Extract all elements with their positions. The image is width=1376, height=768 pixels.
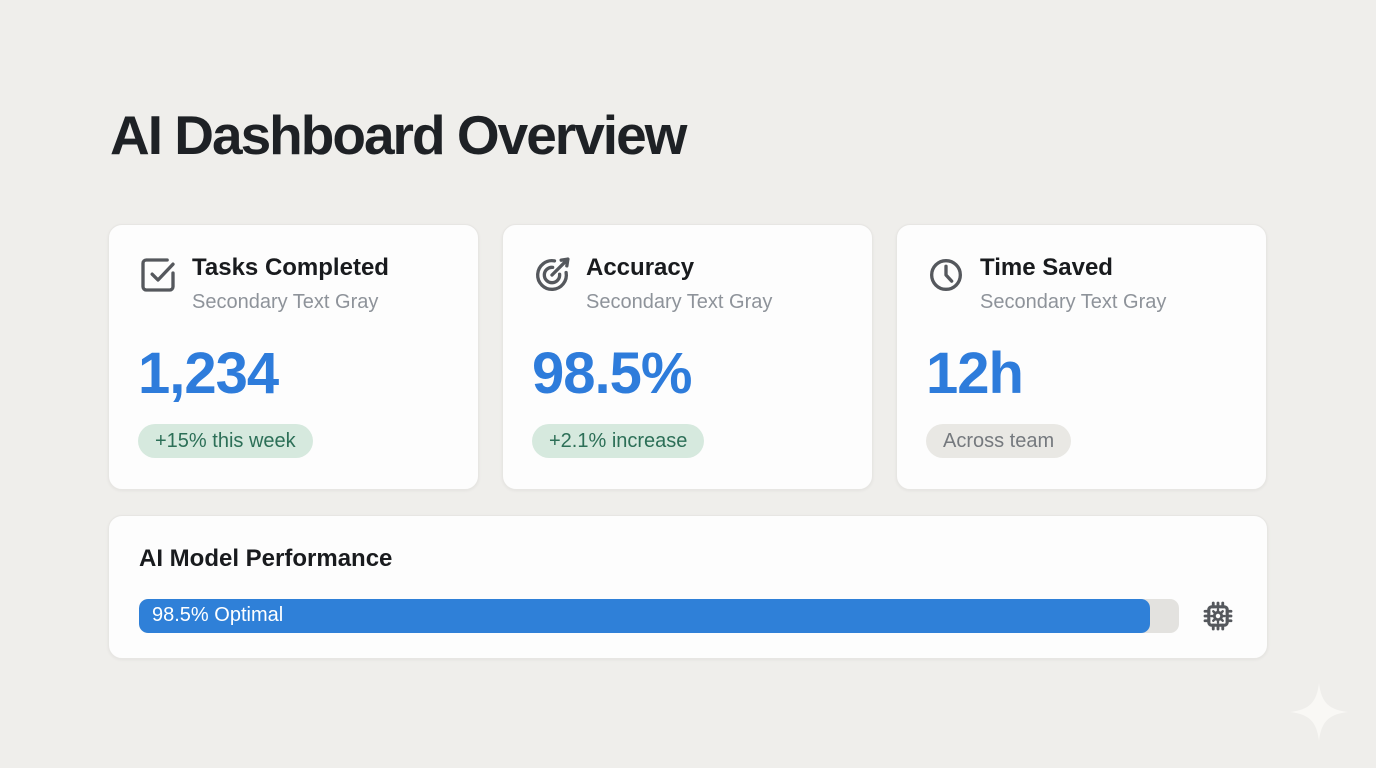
progress-label: 98.5% Optimal xyxy=(152,604,284,627)
stat-value: 98.5% xyxy=(532,340,692,406)
stat-badge: +2.1% increase xyxy=(532,423,705,458)
check-square-icon xyxy=(138,255,178,295)
card-title: Accuracy xyxy=(586,254,695,281)
card-title: Tasks Completed xyxy=(192,254,389,281)
card-subtitle: Secondary Text Gray xyxy=(192,290,379,313)
panel-title: AI Model Performance xyxy=(139,545,393,572)
card-header-text: Tasks Completed Secondary Text Gray xyxy=(192,254,389,314)
stat-card-time-saved: Time Saved Secondary Text Gray 12h Acros… xyxy=(896,224,1267,490)
model-performance-panel: AI Model Performance 98.5% Optimal xyxy=(108,515,1268,659)
card-subtitle: Secondary Text Gray xyxy=(980,290,1167,313)
card-header-text: Accuracy Secondary Text Gray xyxy=(586,254,772,314)
performance-progress-bar: 98.5% Optimal xyxy=(139,598,1179,633)
card-subtitle: Secondary Text Gray xyxy=(586,290,773,313)
stat-cards-row: Tasks Completed Secondary Text Gray 1,23… xyxy=(108,224,1267,490)
stat-card-tasks-completed: Tasks Completed Secondary Text Gray 1,23… xyxy=(108,224,479,490)
stat-card-accuracy: Accuracy Secondary Text Gray 98.5% +2.1%… xyxy=(502,224,873,490)
card-title: Time Saved xyxy=(980,254,1113,281)
stat-value: 1,234 xyxy=(138,340,279,406)
page-title: AI Dashboard Overview xyxy=(110,104,687,166)
stat-value: 12h xyxy=(926,340,1024,406)
performance-progress-fill: 98.5% Optimal xyxy=(139,598,1150,633)
target-dart-icon xyxy=(532,255,572,295)
card-header: Tasks Completed Secondary Text Gray xyxy=(138,254,450,314)
card-header: Accuracy Secondary Text Gray xyxy=(532,254,844,314)
cpu-chip-icon[interactable] xyxy=(1199,597,1237,635)
sparkle-icon xyxy=(1289,682,1349,742)
card-header-text: Time Saved Secondary Text Gray xyxy=(980,254,1166,314)
stat-badge: +15% this week xyxy=(138,423,313,458)
card-header: Time Saved Secondary Text Gray xyxy=(926,254,1238,314)
stat-badge: Across team xyxy=(926,423,1072,458)
clock-icon xyxy=(926,255,966,295)
progress-row: 98.5% Optimal xyxy=(139,597,1237,635)
